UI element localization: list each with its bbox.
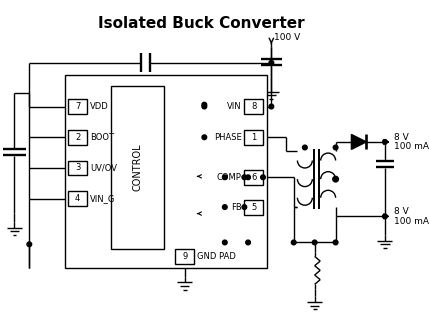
Circle shape [202, 104, 206, 109]
Bar [244, 170, 262, 185]
Bar [244, 200, 262, 214]
Text: 5: 5 [250, 203, 256, 212]
Text: 6: 6 [250, 173, 256, 182]
Circle shape [332, 240, 337, 245]
Text: 1: 1 [250, 133, 256, 142]
Bar [68, 130, 87, 145]
Text: CONTROL: CONTROL [132, 144, 142, 191]
Text: 8 V: 8 V [393, 207, 408, 216]
Text: BOOT: BOOT [89, 133, 114, 142]
Circle shape [312, 240, 316, 245]
Text: PHASE: PHASE [213, 133, 241, 142]
Circle shape [27, 242, 31, 247]
Bar [68, 191, 87, 206]
Text: 100 V: 100 V [273, 33, 300, 42]
Circle shape [245, 240, 250, 245]
Text: 100 mA: 100 mA [393, 216, 428, 225]
Text: GND PAD: GND PAD [197, 252, 235, 261]
Circle shape [291, 240, 295, 245]
Text: 8 V: 8 V [393, 133, 408, 142]
Bar [68, 160, 87, 176]
Bar [244, 99, 262, 114]
Text: UV/OV: UV/OV [89, 163, 117, 173]
Text: Isolated Buck Converter: Isolated Buck Converter [98, 16, 304, 31]
Bar [244, 130, 262, 145]
Circle shape [222, 205, 227, 209]
Text: 9: 9 [182, 252, 187, 261]
Bar [68, 99, 87, 114]
Circle shape [382, 140, 387, 144]
Circle shape [202, 102, 206, 107]
Circle shape [242, 205, 246, 209]
Text: VIN: VIN [227, 102, 241, 111]
Bar [175, 249, 194, 264]
Circle shape [222, 240, 227, 245]
Circle shape [202, 135, 206, 140]
Circle shape [222, 175, 227, 180]
Circle shape [268, 104, 273, 109]
Circle shape [245, 175, 250, 180]
Text: 8: 8 [250, 102, 256, 111]
Circle shape [242, 175, 246, 180]
Circle shape [260, 175, 265, 180]
Text: 3: 3 [75, 163, 80, 173]
Circle shape [332, 145, 337, 150]
Text: 2: 2 [75, 133, 80, 142]
Text: 100 mA: 100 mA [393, 142, 428, 151]
Text: 4: 4 [75, 194, 80, 203]
Polygon shape [350, 134, 366, 149]
Text: COMP: COMP [216, 173, 241, 182]
Text: VIN_G: VIN_G [89, 194, 115, 203]
Circle shape [302, 145, 307, 150]
Bar [64, 75, 266, 268]
Text: 7: 7 [75, 102, 80, 111]
Bar [111, 86, 164, 249]
Circle shape [332, 176, 338, 182]
Circle shape [268, 60, 273, 65]
Circle shape [382, 214, 387, 219]
Text: FB: FB [230, 203, 241, 212]
Text: VDD: VDD [89, 102, 108, 111]
